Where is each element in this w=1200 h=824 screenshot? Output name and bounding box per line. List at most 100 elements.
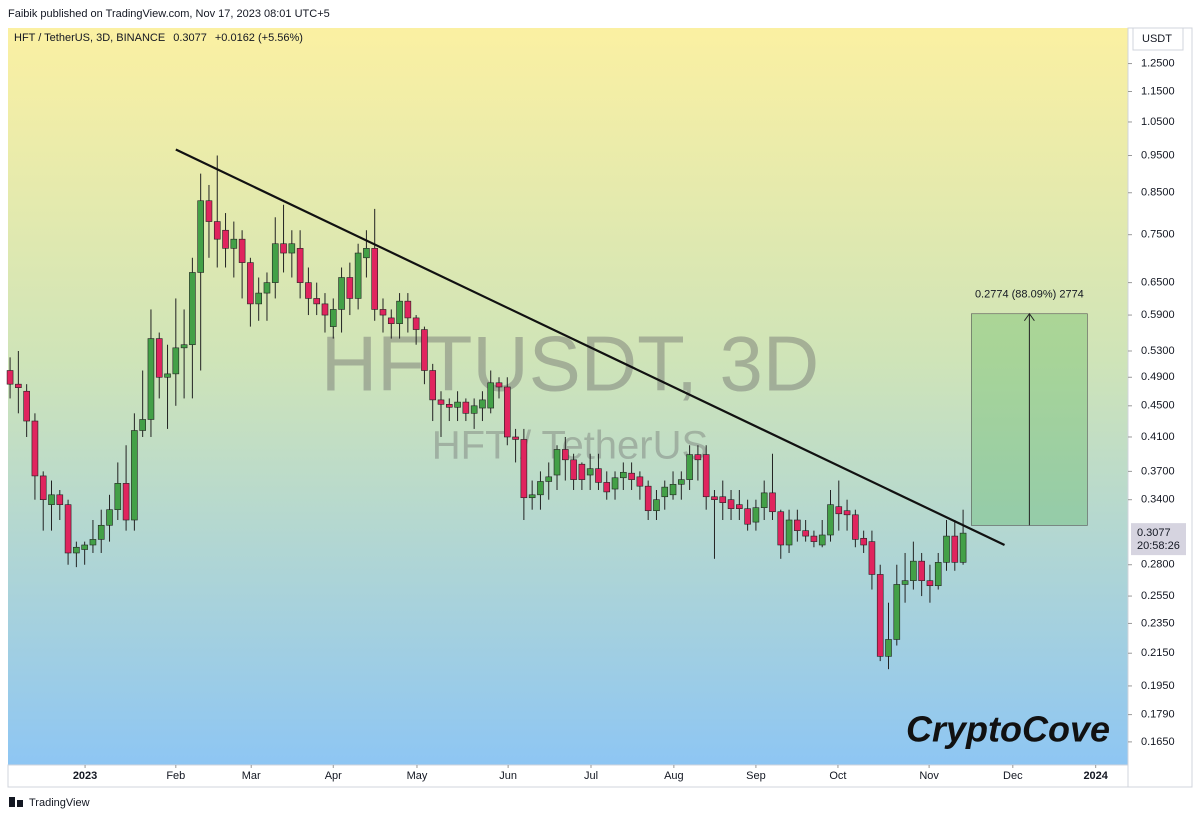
candle-body (363, 248, 370, 259)
candle-body (628, 472, 635, 480)
y-tick-label: 0.5900 (1141, 309, 1175, 321)
candle-body (205, 200, 213, 222)
candle-body (15, 383, 22, 388)
measure-label: 0.2774 (88.09%) 2774 (975, 289, 1084, 301)
x-tick-label: Jun (499, 770, 517, 782)
candle-body (454, 401, 461, 408)
candle-body (462, 401, 470, 414)
candle-body (131, 430, 138, 521)
candle-body (570, 459, 577, 480)
candle-body (56, 494, 64, 505)
candle-body (321, 303, 329, 316)
price-label: 0.3077 (1137, 527, 1171, 539)
y-tick-label: 0.7500 (1141, 229, 1175, 241)
x-tick-label: Nov (919, 770, 939, 782)
candle-body (139, 419, 146, 431)
countdown: 20:58:26 (1137, 540, 1180, 552)
candle-body (818, 534, 826, 546)
candle-body (487, 382, 495, 409)
candle-body (106, 509, 113, 526)
candle-body (387, 317, 395, 324)
x-tick-label: May (407, 770, 428, 782)
candle-body (910, 560, 917, 581)
candle-body (445, 404, 453, 408)
candle-body (702, 454, 710, 498)
x-tick-label: 2024 (1083, 770, 1108, 782)
candle-body (578, 463, 586, 480)
candle-body (114, 483, 122, 510)
candle-body (520, 439, 528, 499)
candle-body (429, 370, 437, 401)
y-tick-label: 0.4100 (1141, 431, 1175, 443)
candle-body (959, 532, 967, 563)
candle-body (885, 639, 892, 657)
candle-body (603, 482, 611, 493)
candle-body (503, 386, 511, 438)
currency-box (1132, 27, 1184, 51)
x-tick-label: Jul (584, 770, 598, 782)
watermark-sub: HFT / TetherUS (432, 424, 708, 468)
candle-body (586, 468, 594, 476)
candle-body (371, 248, 379, 310)
y-tick-label: 0.1790 (1141, 709, 1175, 721)
candle-body (545, 476, 553, 482)
y-tick-label: 0.5300 (1141, 345, 1175, 357)
y-tick-label: 0.2800 (1141, 559, 1175, 571)
candle-body (23, 390, 30, 422)
x-tick-label: Oct (829, 770, 846, 782)
x-tick-label: Sep (746, 770, 766, 782)
candle-body (661, 486, 669, 498)
candle-body (736, 504, 743, 509)
y-tick-label: 0.8500 (1141, 187, 1175, 199)
candle-body (785, 519, 793, 546)
candle-body (777, 511, 785, 546)
x-tick-label: Aug (664, 770, 684, 782)
candle-body (421, 329, 428, 371)
candle-body (64, 504, 72, 554)
candle-body (271, 243, 279, 283)
candle-body (97, 524, 105, 540)
y-tick-label: 1.2500 (1141, 57, 1175, 69)
candle-body (296, 248, 304, 283)
candle-body (379, 309, 387, 316)
candle-body (338, 277, 345, 310)
candle-body (122, 483, 130, 521)
candle-body (669, 483, 677, 496)
candle-body (222, 229, 229, 249)
signature: CryptoCove (906, 709, 1110, 750)
candle-body (843, 510, 851, 516)
price-label-box (1131, 523, 1186, 556)
candle-body (876, 574, 884, 657)
y-tick-label: 0.2350 (1141, 617, 1175, 629)
candle-body (810, 535, 818, 542)
candle-body (611, 477, 619, 490)
x-tick-label: 2023 (73, 770, 97, 782)
candle-body (926, 580, 934, 587)
candle-body (653, 499, 660, 512)
candle-body (230, 238, 238, 249)
y-tick-label: 0.9500 (1141, 149, 1175, 161)
x-tick-label: Mar (242, 770, 261, 782)
candle-body (197, 200, 204, 273)
symbol: HFT / TetherUS, 3D, BINANCE (14, 32, 165, 44)
candle-body (512, 436, 519, 440)
y-tick-label: 0.4900 (1141, 371, 1175, 383)
change: +0.0162 (+5.56%) (215, 32, 303, 44)
publish-info: Faibik published on TradingView.com, Nov… (8, 8, 330, 20)
candle-body (329, 309, 337, 327)
candle-body (893, 584, 901, 640)
candle-body (180, 344, 188, 349)
y-tick-label: 0.6500 (1141, 277, 1175, 289)
candle-body (263, 282, 271, 294)
candle-body (189, 272, 196, 346)
candle-body (951, 535, 959, 563)
candle-body (412, 317, 420, 330)
candle-body (354, 252, 362, 299)
candle-body (769, 492, 776, 513)
candle-body (827, 504, 834, 536)
candle-body (528, 494, 536, 499)
price-axis (1127, 27, 1193, 788)
candle-body (495, 382, 503, 388)
candle-body (752, 507, 760, 523)
x-tick-label: Apr (325, 770, 342, 782)
